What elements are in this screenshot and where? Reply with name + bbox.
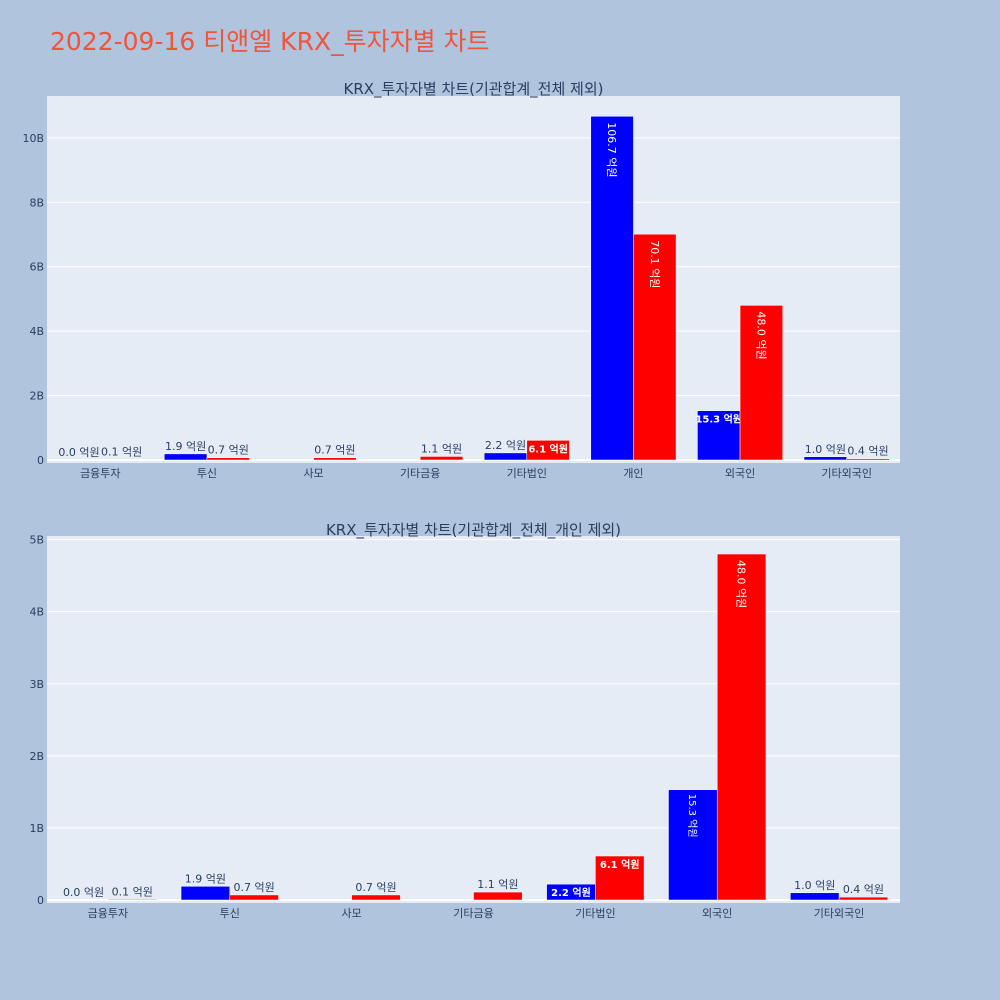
data-label: 0.0 억원: [63, 886, 104, 899]
data-label: 1.0 억원: [794, 879, 835, 892]
bar-red-4: [419, 456, 464, 461]
x-tick-label: 기타금융: [400, 467, 440, 480]
bar-blue-2: [180, 886, 231, 901]
data-label: 1.1 억원: [421, 442, 462, 455]
chart-2: 0 1B 2B 3B 4B 5B KRX_투자자별 차트(기관합계_전체_개인 제외) 금융투…: [29, 521, 900, 920]
chart-title: KRX_투자자별 차트(기관합계_전체_개인 제외): [326, 521, 621, 540]
x-tick-label: 투신: [220, 907, 240, 920]
bar-red-5: [595, 855, 645, 901]
data-label: 0.4 억원: [847, 445, 888, 458]
data-label: 1.1 억원: [477, 878, 518, 891]
data-label: 48.0 억원: [735, 560, 748, 608]
bar-red-3: [351, 894, 401, 901]
y-tick-label: 4B: [29, 325, 44, 338]
y-tick-label: 2B: [29, 750, 44, 763]
chart-title: KRX_투자자별 차트(기관합계_전체 제외): [344, 80, 604, 99]
y-tick-label: 3B: [29, 678, 44, 691]
data-label: 1.0 억원: [805, 443, 846, 456]
bar-red-2: [206, 457, 250, 461]
data-label: 0.0 억원: [58, 446, 99, 459]
data-label: 1.9 억원: [185, 872, 226, 885]
data-label: 0.7 억원: [314, 444, 355, 457]
bar-red-5: [526, 440, 570, 461]
bar-blue-6: [590, 116, 634, 461]
x-tick-label: 기타외국인: [814, 907, 865, 920]
data-label: 2.2 억원: [551, 886, 591, 899]
bar-blue-8: [803, 456, 847, 461]
data-label: 15.3 억원: [686, 794, 698, 838]
data-label: 0.7 억원: [234, 881, 275, 894]
y-tick-label: 4B: [29, 606, 44, 619]
bar-red-2: [229, 894, 279, 901]
bar-red-3: [313, 457, 357, 461]
x-tick-label: 기타외국인: [821, 467, 872, 480]
x-tick-label: 기타법인: [507, 467, 547, 480]
bar-red-1: [107, 899, 157, 901]
plot-area: [47, 536, 900, 903]
bar-red-8: [846, 458, 890, 461]
y-tick-label: 10B: [22, 132, 44, 145]
page-title: 2022-09-16 티앤엘 KRX_투자자별 차트: [50, 27, 490, 56]
x-tick-label: 금융투자: [80, 467, 120, 480]
y-tick-label: 0: [37, 454, 44, 467]
data-label: 0.7 억원: [208, 444, 249, 457]
data-label: 70.1 억원: [648, 240, 661, 288]
bar-blue-7: [697, 410, 741, 461]
chart-1: 0 2B 4B 6B 8B 10B KRX_투자자별 차트(기관합계_전체 제외) 금융투자 0…: [22, 80, 900, 480]
data-label: 0.7 억원: [355, 881, 396, 894]
bar-blue-7: [790, 892, 840, 901]
bar-red-7: [838, 896, 889, 901]
x-tick-label: 사모: [303, 467, 323, 480]
bar-blue-5: [483, 452, 528, 461]
x-tick-label: 사모: [342, 907, 362, 920]
bar-blue-6: [668, 789, 718, 901]
data-label: 106.7 억원: [605, 122, 618, 177]
y-tick-label: 5B: [29, 534, 44, 547]
x-tick-label: 외국인: [702, 907, 732, 920]
y-tick-label: 8B: [29, 196, 44, 209]
x-tick-label: 투신: [197, 467, 217, 480]
data-label: 1.9 억원: [165, 440, 206, 453]
y-tick-label: 0: [37, 894, 44, 907]
bar-blue-2: [164, 453, 208, 461]
data-label: 0.4 억원: [843, 883, 884, 896]
bar-red-4: [473, 891, 523, 901]
bar-red-6: [633, 233, 677, 461]
x-tick-label: 개인: [623, 467, 643, 480]
y-tick-label: 6B: [29, 261, 44, 274]
data-label: 6.1 억원: [528, 442, 568, 455]
data-label: 0.1 억원: [112, 885, 153, 898]
x-tick-label: 금융투자: [88, 907, 128, 920]
x-tick-label: 기타법인: [575, 907, 615, 920]
bar-red-7: [739, 305, 783, 461]
x-tick-label: 외국인: [725, 467, 755, 480]
bar-red-6: [716, 553, 767, 901]
data-label: 0.1 억원: [101, 446, 142, 459]
y-tick-label: 2B: [29, 390, 44, 403]
data-label: 2.2 억원: [485, 439, 526, 452]
y-tick-label: 1B: [29, 822, 44, 835]
data-label: 15.3 억원: [695, 413, 742, 426]
data-label: 48.0 억원: [754, 311, 767, 359]
x-tick-label: 기타금융: [453, 907, 493, 920]
data-label: 6.1 억원: [600, 858, 640, 871]
